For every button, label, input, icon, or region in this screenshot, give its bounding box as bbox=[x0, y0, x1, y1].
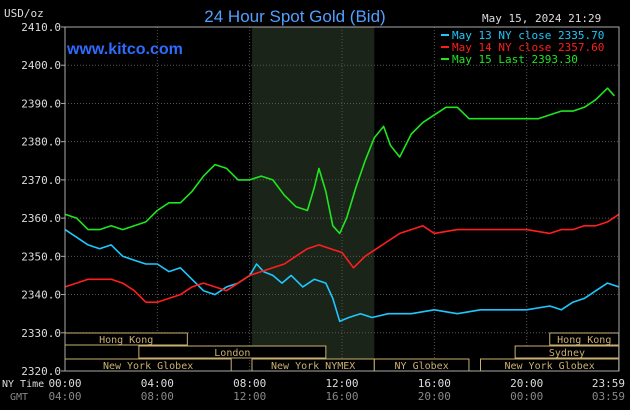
session-label: Hong Kong bbox=[557, 335, 611, 346]
y-tick-label: 2370.0 bbox=[21, 174, 61, 187]
x-tick-label-ny: 16:00 bbox=[418, 377, 451, 390]
session-label: Sydney bbox=[549, 348, 585, 359]
unit-label: USD/oz bbox=[4, 7, 44, 20]
x-tick-label-ny: 04:00 bbox=[141, 377, 174, 390]
x-tick-label-ny: 12:00 bbox=[325, 377, 358, 390]
session-label: New York Globex bbox=[504, 361, 594, 372]
x-tick-label-ny: 08:00 bbox=[233, 377, 266, 390]
y-tick-label: 2330.0 bbox=[21, 327, 61, 340]
session-label: New York NYMEX bbox=[271, 361, 355, 372]
x-tick-label-gmt: 00:00 bbox=[510, 390, 543, 403]
y-tick-label: 2390.0 bbox=[21, 97, 61, 110]
legend-label-may14: May 14 NY close 2357.60 bbox=[452, 41, 604, 54]
series-line-may-13 bbox=[64, 228, 620, 323]
y-tick-label: 2350.0 bbox=[21, 250, 61, 263]
y-tick-label: 2410.0 bbox=[21, 21, 61, 34]
x-tick-label-gmt: 20:00 bbox=[418, 390, 451, 403]
ny-session-shade bbox=[251, 27, 375, 371]
plot-frame bbox=[64, 26, 620, 372]
y-tick-label: 2320.0 bbox=[21, 365, 61, 378]
source-label: www.kitco.com bbox=[66, 41, 183, 58]
y-tick-label: 2340.0 bbox=[21, 289, 61, 302]
x-tick-label-gmt: 08:00 bbox=[141, 390, 174, 403]
x-tick-label-gmt: 03:59 bbox=[592, 390, 625, 403]
x-tick-label-gmt: 12:00 bbox=[233, 390, 266, 403]
legend: May 13 NY close 2335.70 May 14 NY close … bbox=[441, 29, 604, 66]
session-box bbox=[138, 345, 327, 359]
series-line-may-14 bbox=[64, 213, 620, 303]
timestamp: May 15, 2024 21:29 bbox=[482, 12, 601, 25]
legend-label-may15: May 15 Last 2393.30 bbox=[452, 53, 578, 66]
y-tick-label: 2400.0 bbox=[21, 59, 61, 72]
session-label: New York Globex bbox=[103, 361, 193, 372]
chart-title: 24 Hour Spot Gold (Bid) bbox=[204, 7, 385, 26]
session-label: Hong Kong bbox=[99, 335, 153, 346]
session-label: NY Globex bbox=[395, 361, 449, 372]
x-tick-label-ny: 23:59 bbox=[592, 377, 625, 390]
x-row-label-ny: NY Time bbox=[2, 379, 44, 390]
y-tick-label: 2360.0 bbox=[21, 212, 61, 225]
session-label: London bbox=[214, 348, 250, 359]
series-line-may-15 bbox=[64, 87, 615, 235]
y-tick-label: 2380.0 bbox=[21, 136, 61, 149]
x-row-label-gmt: GMT bbox=[10, 392, 28, 403]
x-tick-label-ny: 00:00 bbox=[48, 377, 81, 390]
x-tick-label-gmt: 04:00 bbox=[48, 390, 81, 403]
legend-label-may13: May 13 NY close 2335.70 bbox=[452, 29, 604, 42]
x-tick-label-ny: 20:00 bbox=[510, 377, 543, 390]
x-tick-label-gmt: 16:00 bbox=[325, 390, 358, 403]
